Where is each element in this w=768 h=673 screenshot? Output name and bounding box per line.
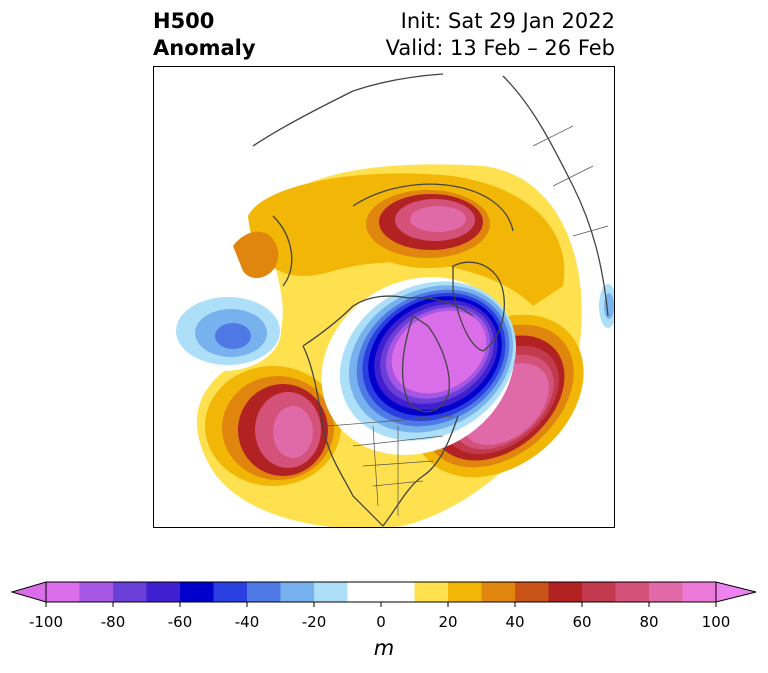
colorbar-tick-label: 20 [438, 613, 458, 631]
eurasia-borders [532, 125, 609, 237]
colorbar-tick-label: -40 [234, 613, 260, 631]
colorbar-cell [347, 582, 382, 602]
colorbar-cell [515, 582, 549, 602]
positive-band-30-west [233, 231, 279, 279]
colorbar-cell [247, 582, 281, 602]
colorbar-cells [46, 582, 717, 602]
pacific-trough-40 [215, 323, 251, 349]
colorbar-over-extend [715, 581, 757, 603]
north-america-west-coast [302, 345, 384, 527]
colorbar-tick-label: 100 [701, 613, 731, 631]
anomaly-contours [165, 164, 615, 528]
title-left: H500 Anomaly [153, 8, 256, 62]
north-ridge-90 [410, 206, 466, 232]
colorbar-cell [414, 582, 449, 602]
siberia-coast [252, 73, 444, 147]
colorbar-cell [213, 582, 248, 602]
colorbar-cell [381, 582, 415, 602]
colorbar-cell [448, 582, 482, 602]
colorbar-cell [280, 582, 315, 602]
colorbar-cell [113, 582, 147, 602]
colorbar-tick-label: 40 [505, 613, 525, 631]
anomaly-map [153, 66, 615, 528]
greenland [452, 261, 505, 352]
colorbar-tick-label: -60 [167, 613, 193, 631]
init-date: Init: Sat 29 Jan 2022 [400, 9, 615, 33]
map-border [153, 66, 615, 528]
colorbar-cell [615, 582, 650, 602]
colorbar-cell [180, 582, 214, 602]
map-panel [153, 66, 615, 528]
colorbar [10, 581, 757, 607]
colorbar-unit: m [373, 636, 395, 660]
title-right: Init: Sat 29 Jan 2022 Valid: 13 Feb – 26… [386, 8, 615, 62]
colorbar-cell [682, 582, 717, 602]
colorbar-cell [481, 582, 516, 602]
colorbar-cell [79, 582, 114, 602]
colorbar-tick-label: 60 [572, 613, 592, 631]
europe-coast [502, 75, 609, 317]
colorbar-tick-label: -20 [301, 613, 327, 631]
title-variable: H500 [153, 9, 215, 33]
colorbar-tick-label: -80 [100, 613, 126, 631]
trough-100 [391, 310, 487, 394]
political-borders [327, 125, 609, 516]
arctic-coast [302, 295, 474, 347]
title-type: Anomaly [153, 36, 256, 60]
hudson-bay [401, 314, 450, 413]
colorbar-cell [649, 582, 683, 602]
coastlines [252, 73, 609, 527]
arctic-ocean-rim [352, 183, 514, 232]
valid-range: Valid: 13 Feb – 26 Feb [385, 36, 615, 60]
colorbar-tick-label: 80 [639, 613, 659, 631]
colorbar-tick-label: -100 [28, 613, 64, 631]
north-america-east-coast [382, 415, 459, 527]
state-borders-vertical [372, 425, 399, 516]
colorbar-cell [146, 582, 181, 602]
colorbar-under-extend [10, 581, 47, 603]
alaska-coast [272, 215, 293, 287]
us-canada-border [327, 415, 454, 427]
west-ridge-90 [273, 406, 313, 458]
colorbar-cell [314, 582, 348, 602]
colorbar-ticks [45, 602, 717, 607]
colorbar-cell [548, 582, 583, 602]
colorbar-cell [582, 582, 616, 602]
colorbar-tick-label: 0 [376, 613, 386, 631]
colorbar-cell [46, 582, 80, 602]
